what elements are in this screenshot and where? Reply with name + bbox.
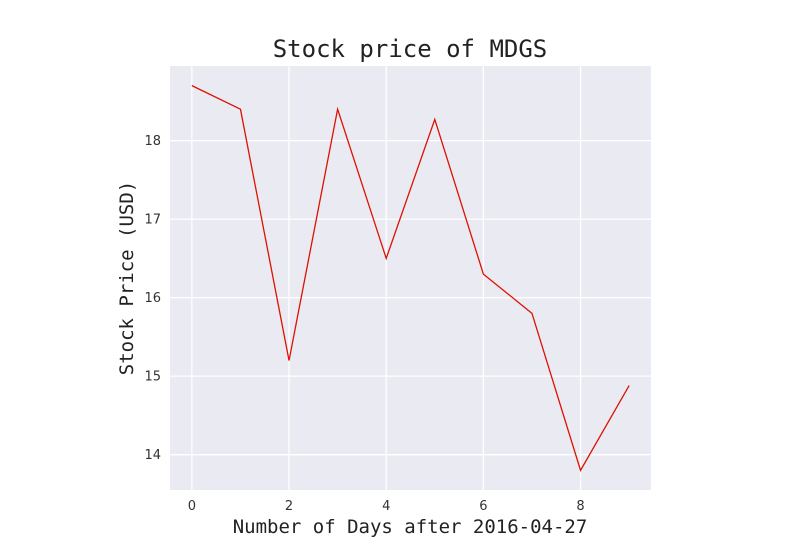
x-tick-label: 6 [479,499,487,514]
y-tick-label: 16 [144,291,161,306]
y-tick-label: 14 [144,448,161,463]
y-tick-label: 15 [144,370,161,385]
ticks: 0 2 4 6 8 14 15 16 17 18 [144,134,584,514]
x-tick-label: 8 [576,499,584,514]
x-tick-label: 0 [188,499,196,514]
y-tick-label: 17 [144,213,161,228]
plot-area [170,66,651,490]
chart-title: Stock price of MDGS [273,35,548,63]
y-tick-label: 18 [144,134,161,149]
x-axis-label: Number of Days after 2016-04-27 [233,516,588,538]
series-line [191,85,630,472]
x-tick-label: 2 [285,499,293,514]
series [191,85,630,472]
grid [170,66,651,490]
x-tick-label: 4 [382,499,390,514]
y-axis-label: Stock Price (USD) [116,181,138,375]
